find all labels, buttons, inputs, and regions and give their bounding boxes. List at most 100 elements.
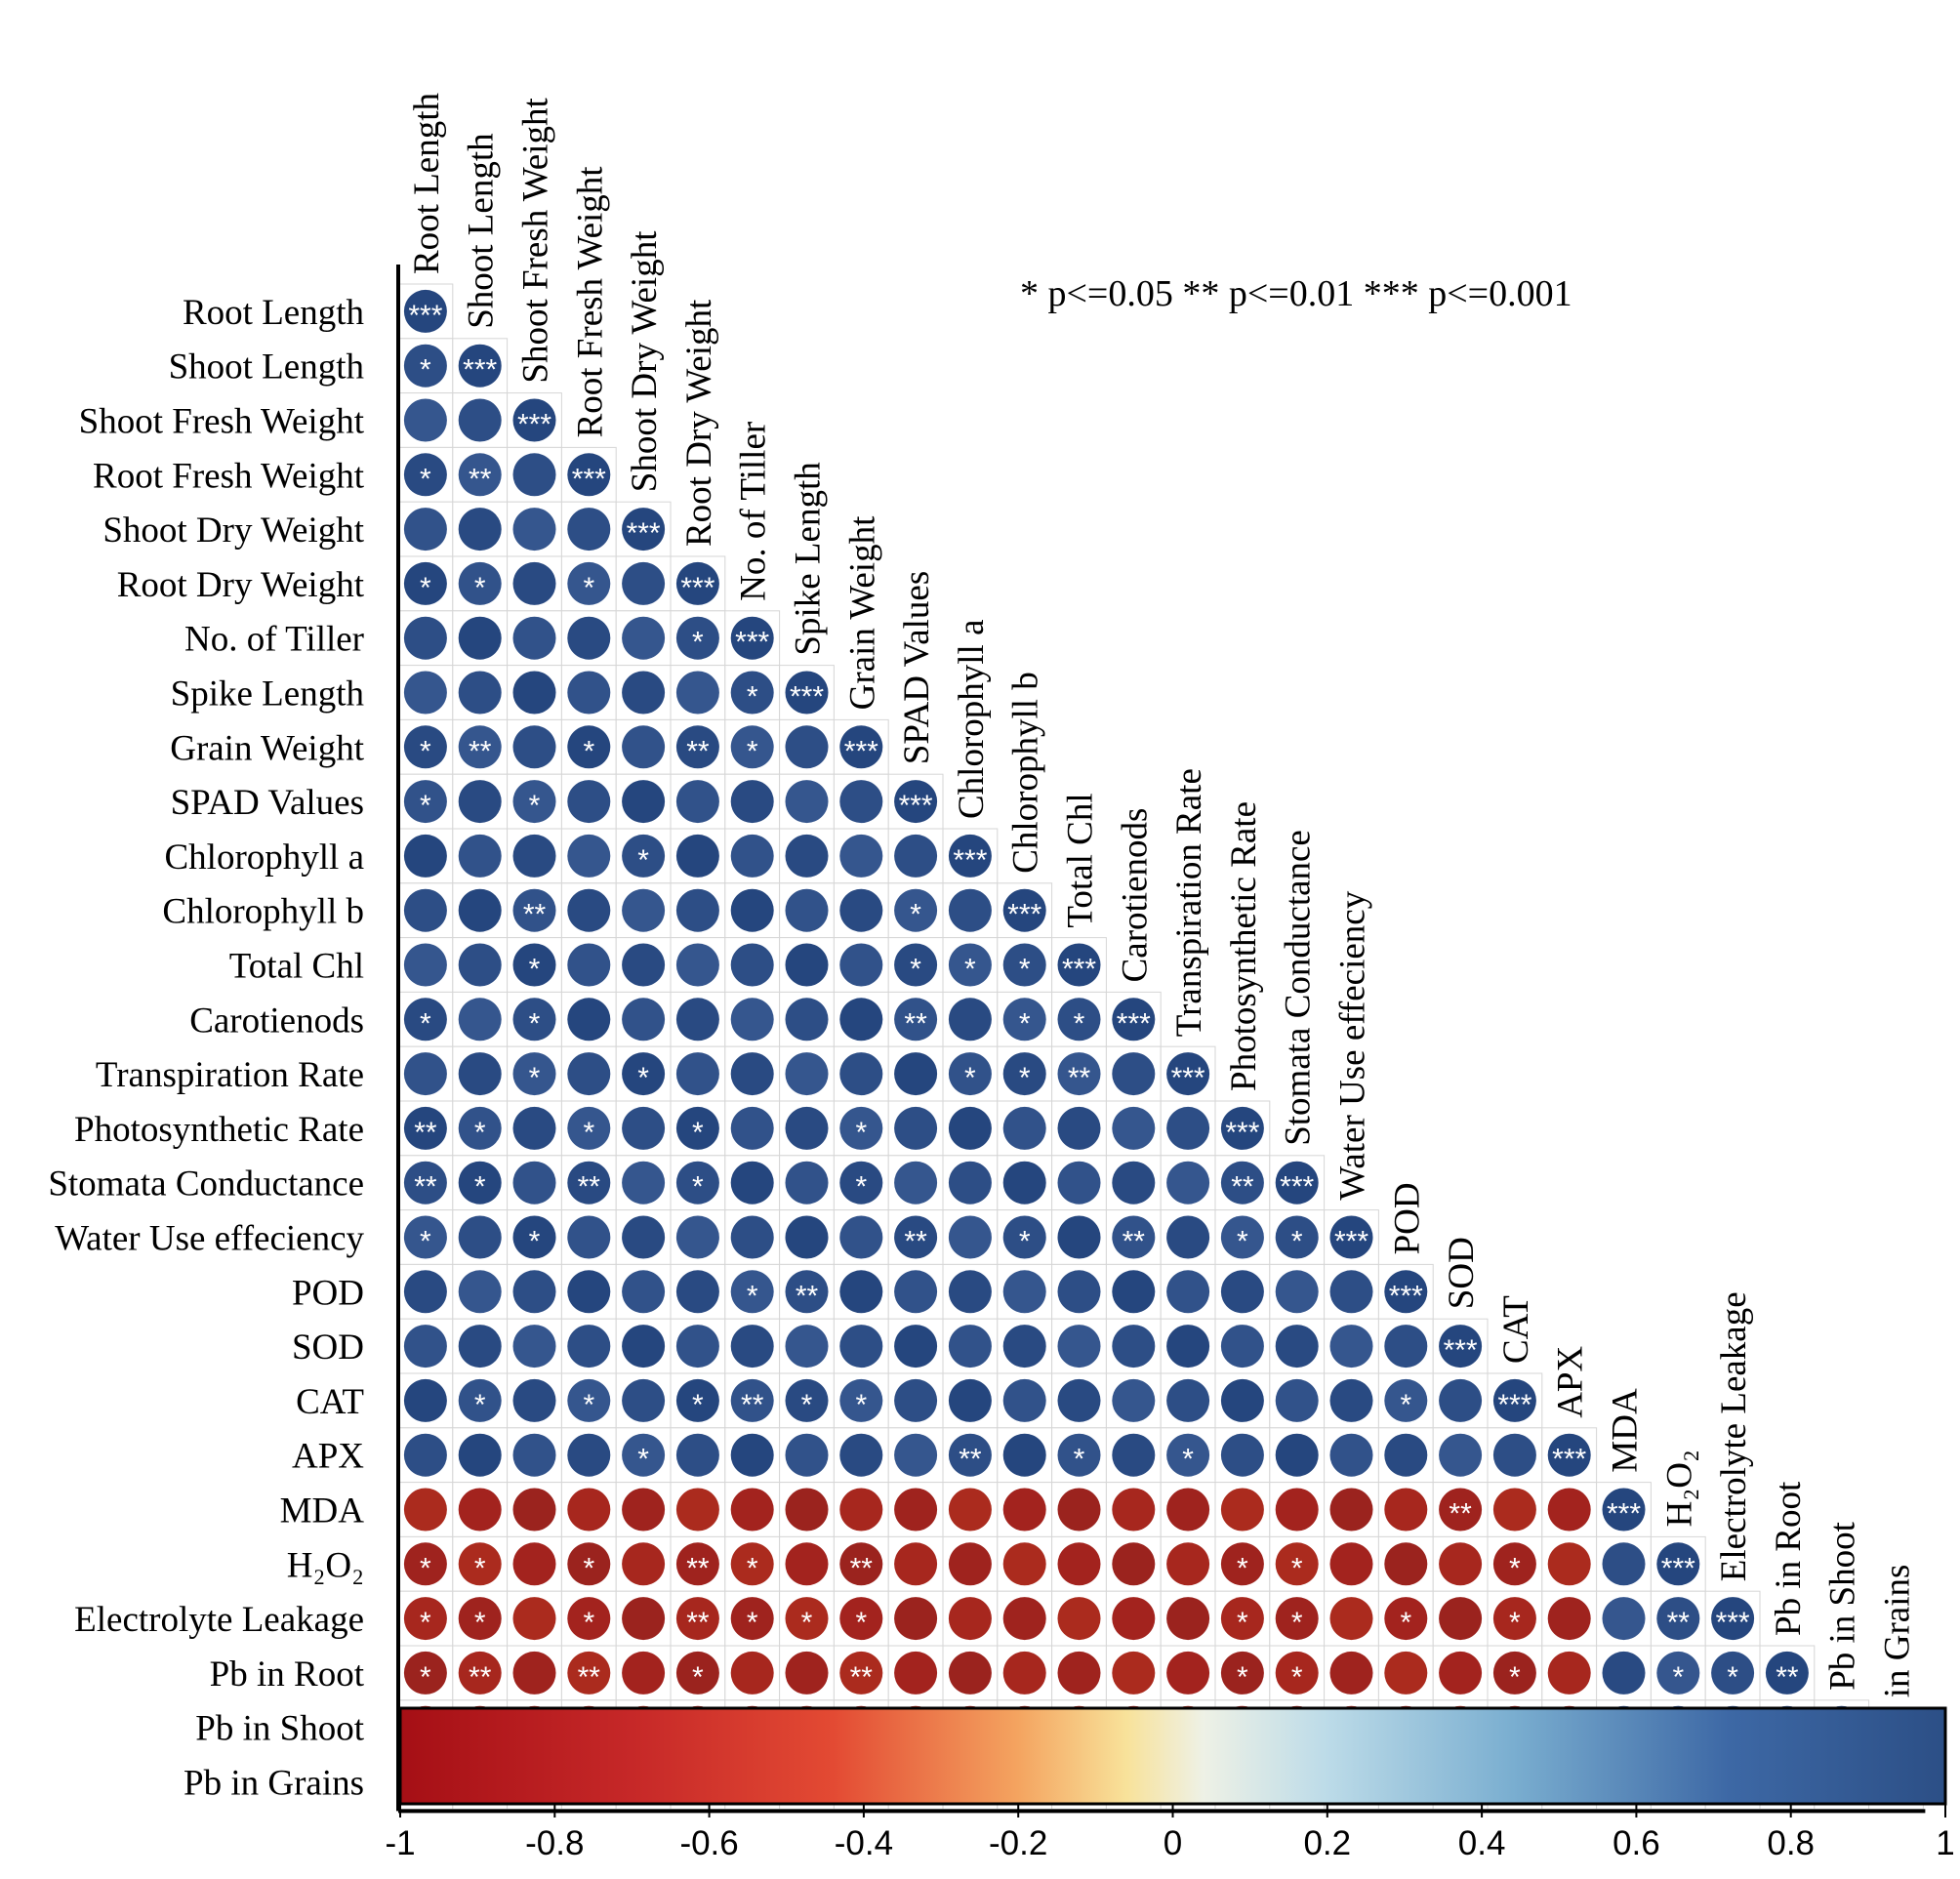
circle-15-10 <box>948 1106 992 1150</box>
circle-7-0 <box>403 671 447 715</box>
row-label: SPAD Values <box>171 783 364 823</box>
circle-19-17 <box>1329 1325 1373 1368</box>
circle-21-7 <box>785 1433 829 1477</box>
circle-16-0 <box>403 1161 447 1205</box>
sig-stars-18-7: ** <box>796 1280 819 1312</box>
circle-21-12 <box>1057 1433 1101 1477</box>
circle-12-2 <box>512 943 556 987</box>
circle-12-8 <box>839 943 883 987</box>
sig-stars-25-25: ** <box>1776 1661 1799 1694</box>
circle-13-9 <box>894 998 938 1042</box>
circle-13-8 <box>839 998 883 1042</box>
row-label: Grain Weight <box>170 728 364 768</box>
circle-15-12 <box>1057 1106 1101 1150</box>
sig-stars-6-6: *** <box>735 627 769 659</box>
sig-stars-10-10: *** <box>953 844 987 877</box>
circle-6-2 <box>512 616 556 660</box>
circle-24-1 <box>458 1597 502 1641</box>
circle-25-17 <box>1329 1651 1373 1695</box>
circle-8-3 <box>567 725 611 769</box>
sig-stars-25-23: * <box>1672 1661 1684 1694</box>
circle-10-9 <box>894 834 938 878</box>
circle-24-20 <box>1492 1597 1536 1641</box>
circle-15-7 <box>785 1106 829 1150</box>
circle-24-11 <box>1002 1597 1046 1641</box>
sig-stars-23-5: ** <box>686 1552 710 1584</box>
circle-10-6 <box>730 834 774 878</box>
row-label: No. of Tiller <box>184 620 364 660</box>
circle-14-14 <box>1166 1052 1210 1096</box>
circle-24-16 <box>1275 1597 1319 1641</box>
circle-18-15 <box>1220 1270 1264 1314</box>
colorbar-tick-label: -0.8 <box>525 1824 584 1862</box>
sig-stars-12-11: * <box>1019 954 1031 986</box>
circle-18-17 <box>1329 1270 1373 1314</box>
circle-21-11 <box>1002 1433 1046 1477</box>
circle-22-19 <box>1439 1488 1483 1532</box>
sig-stars-10-4: * <box>637 844 649 877</box>
column-label: Shoot Length <box>462 133 502 329</box>
sig-stars-7-7: *** <box>790 681 824 714</box>
sig-stars-25-8: ** <box>850 1661 874 1694</box>
sig-stars-23-16: * <box>1291 1552 1303 1584</box>
circle-23-20 <box>1492 1542 1536 1586</box>
row-label: SOD <box>292 1328 364 1368</box>
circle-11-0 <box>403 888 447 932</box>
circle-2-0 <box>403 398 447 442</box>
colorbar-tick-label: 0.4 <box>1458 1824 1506 1862</box>
circle-14-9 <box>894 1052 938 1096</box>
circle-19-7 <box>785 1325 829 1368</box>
row-label: Shoot Length <box>169 347 365 388</box>
circle-25-3 <box>567 1651 611 1695</box>
circle-23-16 <box>1275 1542 1319 1586</box>
circle-16-9 <box>894 1161 938 1205</box>
column-label: Electrolyte Leakage <box>1714 1291 1754 1581</box>
circle-12-1 <box>458 943 502 987</box>
circle-21-5 <box>675 1433 719 1477</box>
sig-stars-2-2: *** <box>517 409 551 441</box>
circle-23-14 <box>1166 1542 1210 1586</box>
circle-23-18 <box>1384 1542 1428 1586</box>
circle-12-4 <box>622 943 666 987</box>
circle-22-11 <box>1002 1488 1046 1532</box>
circle-10-3 <box>567 834 611 878</box>
circle-24-5 <box>675 1597 719 1641</box>
circle-22-20 <box>1492 1488 1536 1532</box>
row-label: Pb in Shoot <box>195 1709 364 1749</box>
circle-21-17 <box>1329 1433 1373 1477</box>
sig-stars-8-6: * <box>747 735 758 767</box>
circle-19-15 <box>1220 1325 1264 1368</box>
circle-25-2 <box>512 1651 556 1695</box>
circle-12-0 <box>403 943 447 987</box>
circle-24-6 <box>730 1597 774 1641</box>
circle-19-11 <box>1002 1325 1046 1368</box>
circle-20-7 <box>785 1378 829 1422</box>
sig-stars-21-14: * <box>1182 1444 1194 1476</box>
column-label: Shoot Dry Weight <box>625 230 665 492</box>
circle-24-22 <box>1602 1597 1646 1641</box>
circle-16-4 <box>622 1161 666 1205</box>
circle-25-18 <box>1384 1651 1428 1695</box>
sig-stars-17-11: * <box>1019 1226 1031 1258</box>
circle-23-7 <box>785 1542 829 1586</box>
circle-8-2 <box>512 725 556 769</box>
sig-stars-20-1: * <box>474 1389 486 1421</box>
row-label: Pb in Root <box>210 1654 365 1695</box>
circle-20-11 <box>1002 1378 1046 1422</box>
circle-20-1 <box>458 1378 502 1422</box>
circle-17-11 <box>1002 1215 1046 1259</box>
circle-9-4 <box>622 780 666 824</box>
circle-24-10 <box>948 1597 992 1641</box>
sig-stars-17-15: * <box>1237 1226 1248 1258</box>
circle-18-3 <box>567 1270 611 1314</box>
sig-stars-20-20: *** <box>1497 1389 1531 1421</box>
sig-stars-11-2: ** <box>523 899 547 931</box>
circle-20-9 <box>894 1378 938 1422</box>
circle-20-0 <box>403 1378 447 1422</box>
circle-15-1 <box>458 1106 502 1150</box>
circle-16-13 <box>1112 1161 1156 1205</box>
circle-19-16 <box>1275 1325 1319 1368</box>
circle-24-17 <box>1329 1597 1373 1641</box>
circle-16-10 <box>948 1161 992 1205</box>
circle-24-18 <box>1384 1597 1428 1641</box>
